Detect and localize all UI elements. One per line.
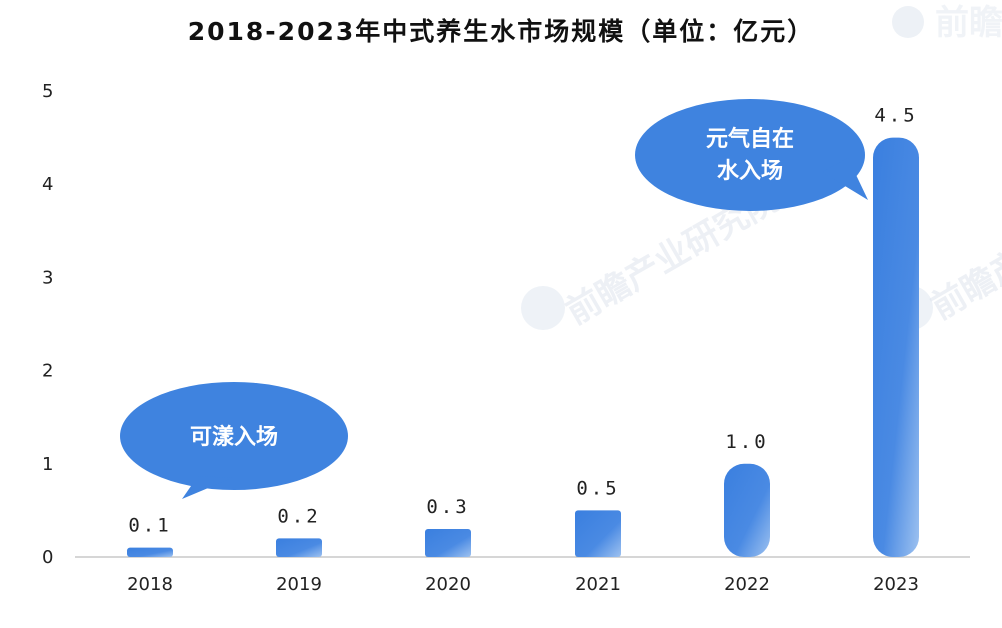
data-label-2022: 1.0 bbox=[725, 431, 768, 453]
data-label-2019: 0.2 bbox=[277, 505, 320, 527]
x-tick-label: 2022 bbox=[724, 574, 770, 595]
callout-text-line-1: 元气自在 bbox=[706, 126, 794, 152]
watermark: 前瞻产业研究院 bbox=[935, 3, 1002, 43]
callout-text: 可漾入场 bbox=[190, 424, 278, 450]
data-label-2023: 4.5 bbox=[874, 105, 917, 127]
callout-bubble-2018: 可漾入场 bbox=[120, 382, 348, 499]
bar-2023 bbox=[873, 137, 919, 557]
y-tick-label: 5 bbox=[42, 81, 53, 102]
x-axis: 2018 2019 2020 2021 2022 2023 bbox=[127, 574, 919, 595]
bar-2021 bbox=[575, 510, 621, 557]
bar-2019 bbox=[276, 538, 322, 557]
callout-text-line-2: 水入场 bbox=[717, 159, 783, 184]
bar-2020 bbox=[425, 529, 471, 557]
y-tick-label: 3 bbox=[42, 267, 53, 288]
y-tick-label: 0 bbox=[42, 547, 53, 568]
y-tick-label: 1 bbox=[42, 454, 53, 475]
chart-title: 2018-2023年中式养生水市场规模（单位：亿元） bbox=[187, 17, 815, 46]
x-tick-label: 2021 bbox=[575, 574, 621, 595]
data-label-2021: 0.5 bbox=[576, 477, 619, 499]
bar-2018 bbox=[127, 547, 173, 557]
y-axis: 0 1 2 3 4 5 bbox=[42, 81, 53, 568]
x-tick-label: 2018 bbox=[127, 574, 173, 595]
watermark: 前瞻产业研究院 bbox=[925, 174, 1002, 328]
callout-bubble-2023: 元气自在 水入场 bbox=[635, 99, 868, 211]
bars-group: 0.1 0.2 0.3 0.5 1.0 4.5 bbox=[127, 105, 919, 557]
bar-2022 bbox=[724, 463, 770, 557]
x-tick-label: 2023 bbox=[873, 574, 919, 595]
x-tick-label: 2020 bbox=[425, 574, 471, 595]
y-tick-label: 4 bbox=[42, 174, 53, 195]
data-label-2018: 0.1 bbox=[128, 515, 171, 537]
x-tick-label: 2019 bbox=[276, 574, 322, 595]
data-label-2020: 0.3 bbox=[426, 496, 469, 518]
y-tick-label: 2 bbox=[42, 361, 53, 382]
